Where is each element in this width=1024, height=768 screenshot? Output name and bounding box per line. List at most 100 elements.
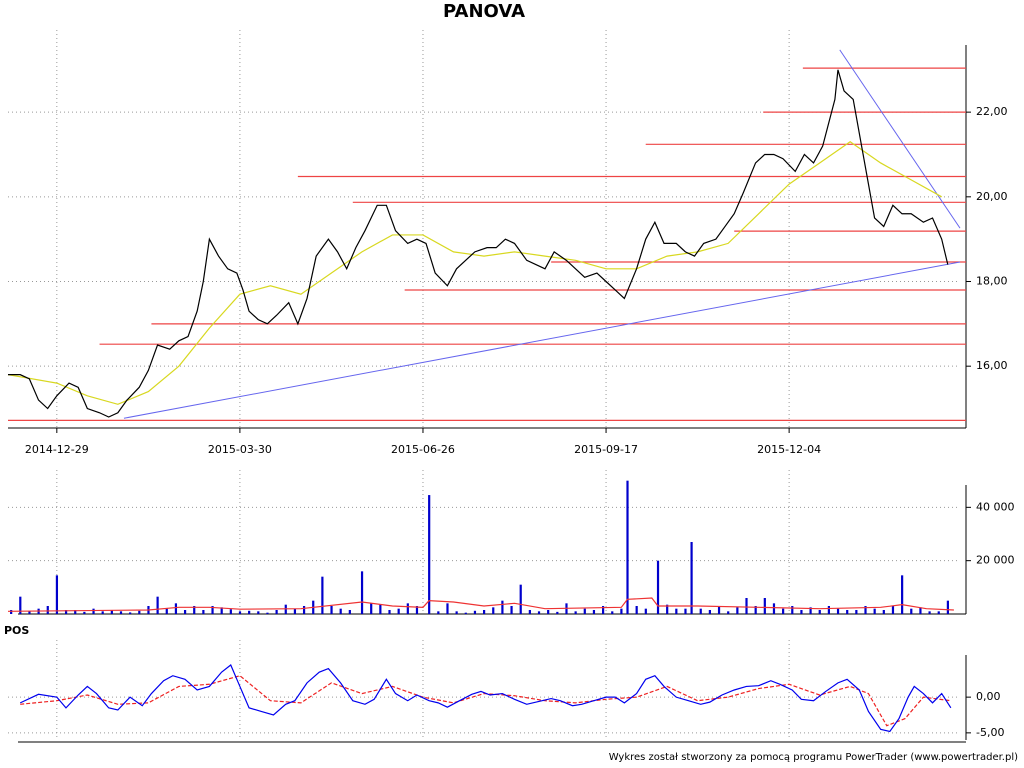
volume-bar — [690, 542, 693, 614]
volume-bar — [101, 611, 104, 614]
series-line — [8, 69, 949, 418]
volume-bar — [592, 610, 596, 614]
volume-bar — [174, 603, 178, 614]
series-line — [7, 597, 954, 612]
volume-bar — [510, 606, 513, 614]
volume-bar — [708, 610, 711, 614]
volume-bar — [92, 608, 95, 614]
volume-bar — [348, 610, 351, 614]
series-line — [19, 664, 952, 733]
volume-bar — [275, 610, 278, 614]
volume-bar — [547, 610, 550, 614]
footer: Wykres został stworzony za pomocą progra… — [609, 752, 1018, 763]
volume-bar — [193, 606, 196, 614]
volume-bar — [238, 611, 242, 614]
volume-bar — [229, 609, 232, 614]
volume-bar — [791, 606, 794, 614]
volume-bar — [800, 610, 803, 614]
volume-bar — [202, 610, 205, 614]
volume-bar — [302, 606, 306, 614]
volume-bar — [699, 608, 702, 614]
volume-bar — [83, 611, 86, 614]
x-tick-label: 2015-09-17 — [574, 443, 638, 456]
volume-bar — [873, 608, 876, 614]
x-tick-label: 2015-06-26 — [391, 443, 455, 456]
volume-bar — [827, 606, 830, 614]
volume-bar — [675, 608, 678, 614]
volume-bar — [211, 606, 214, 614]
y-tick-label: 16,00 — [976, 359, 1008, 372]
y-tick-label: 22,00 — [976, 105, 1008, 118]
volume-bar — [501, 600, 504, 614]
chart-title: PANOVA — [443, 1, 525, 22]
volume-bar — [763, 598, 766, 614]
volume-bar — [156, 596, 159, 614]
volume-bar — [293, 608, 297, 614]
y-tick-label: 0,00 — [976, 690, 1001, 703]
volume-bar — [809, 607, 812, 614]
y-tick-label: 20 000 — [976, 554, 1015, 567]
volume-bar — [946, 600, 949, 614]
volume-bar — [266, 612, 269, 614]
volume-bar — [782, 608, 785, 614]
volume-bar — [74, 610, 77, 614]
volume-bar — [464, 612, 467, 614]
volume-bar — [183, 610, 187, 614]
volume-bar — [882, 610, 885, 614]
volume-bar — [321, 576, 324, 614]
volume-bar — [574, 611, 577, 614]
volume-bar — [736, 607, 739, 614]
volume-bar — [339, 608, 342, 614]
volume-bar — [397, 608, 400, 614]
volume-bar — [110, 610, 113, 614]
volume-bar — [248, 610, 251, 614]
volume-bar — [46, 606, 49, 614]
y-tick-label: 20,00 — [976, 190, 1008, 203]
volume-bar — [360, 571, 364, 614]
volume-bar — [846, 610, 849, 614]
volume-bar — [717, 606, 721, 614]
volume-bar — [602, 606, 605, 614]
volume-bar — [19, 596, 22, 614]
x-tick-label: 2014-12-29 — [25, 443, 89, 456]
volume-bar — [864, 606, 867, 614]
series-line — [20, 675, 951, 727]
volume-bar — [928, 611, 931, 614]
volume-bar — [611, 611, 614, 614]
volume-bar — [415, 606, 419, 614]
volume-bar — [583, 608, 586, 614]
volume-bar — [836, 608, 840, 614]
volume-bar — [656, 560, 660, 614]
volume-bar — [626, 480, 629, 614]
volume-bar — [257, 611, 260, 614]
volume-bar — [727, 611, 730, 614]
volume-bar — [437, 611, 440, 614]
volume-bar — [428, 495, 431, 614]
volume-bar — [406, 603, 409, 614]
volume-bar — [919, 607, 922, 614]
volume-bar — [644, 608, 647, 614]
volume-bar — [684, 608, 687, 614]
volume-bar — [119, 611, 123, 614]
y-tick-label: 18,00 — [976, 275, 1008, 288]
volume-bar — [165, 608, 168, 614]
volume-bar — [519, 584, 522, 614]
volume-bar — [528, 610, 531, 614]
volume-bar — [754, 606, 757, 614]
volume-bar — [28, 611, 31, 614]
volume-bar — [901, 575, 904, 614]
volume-bar — [370, 603, 373, 614]
volume-bar — [855, 610, 858, 614]
x-tick-label: 2015-03-30 — [208, 443, 272, 456]
volume-bar — [666, 604, 669, 614]
volume-bar — [772, 603, 776, 614]
volume-bar — [635, 606, 638, 614]
volume-bar — [388, 610, 391, 614]
series-line — [7, 141, 942, 405]
volume-bar — [483, 610, 486, 614]
volume-bar — [910, 608, 913, 614]
volume-bar — [10, 610, 13, 614]
volume-bar — [937, 611, 940, 614]
volume-bar — [220, 607, 223, 614]
